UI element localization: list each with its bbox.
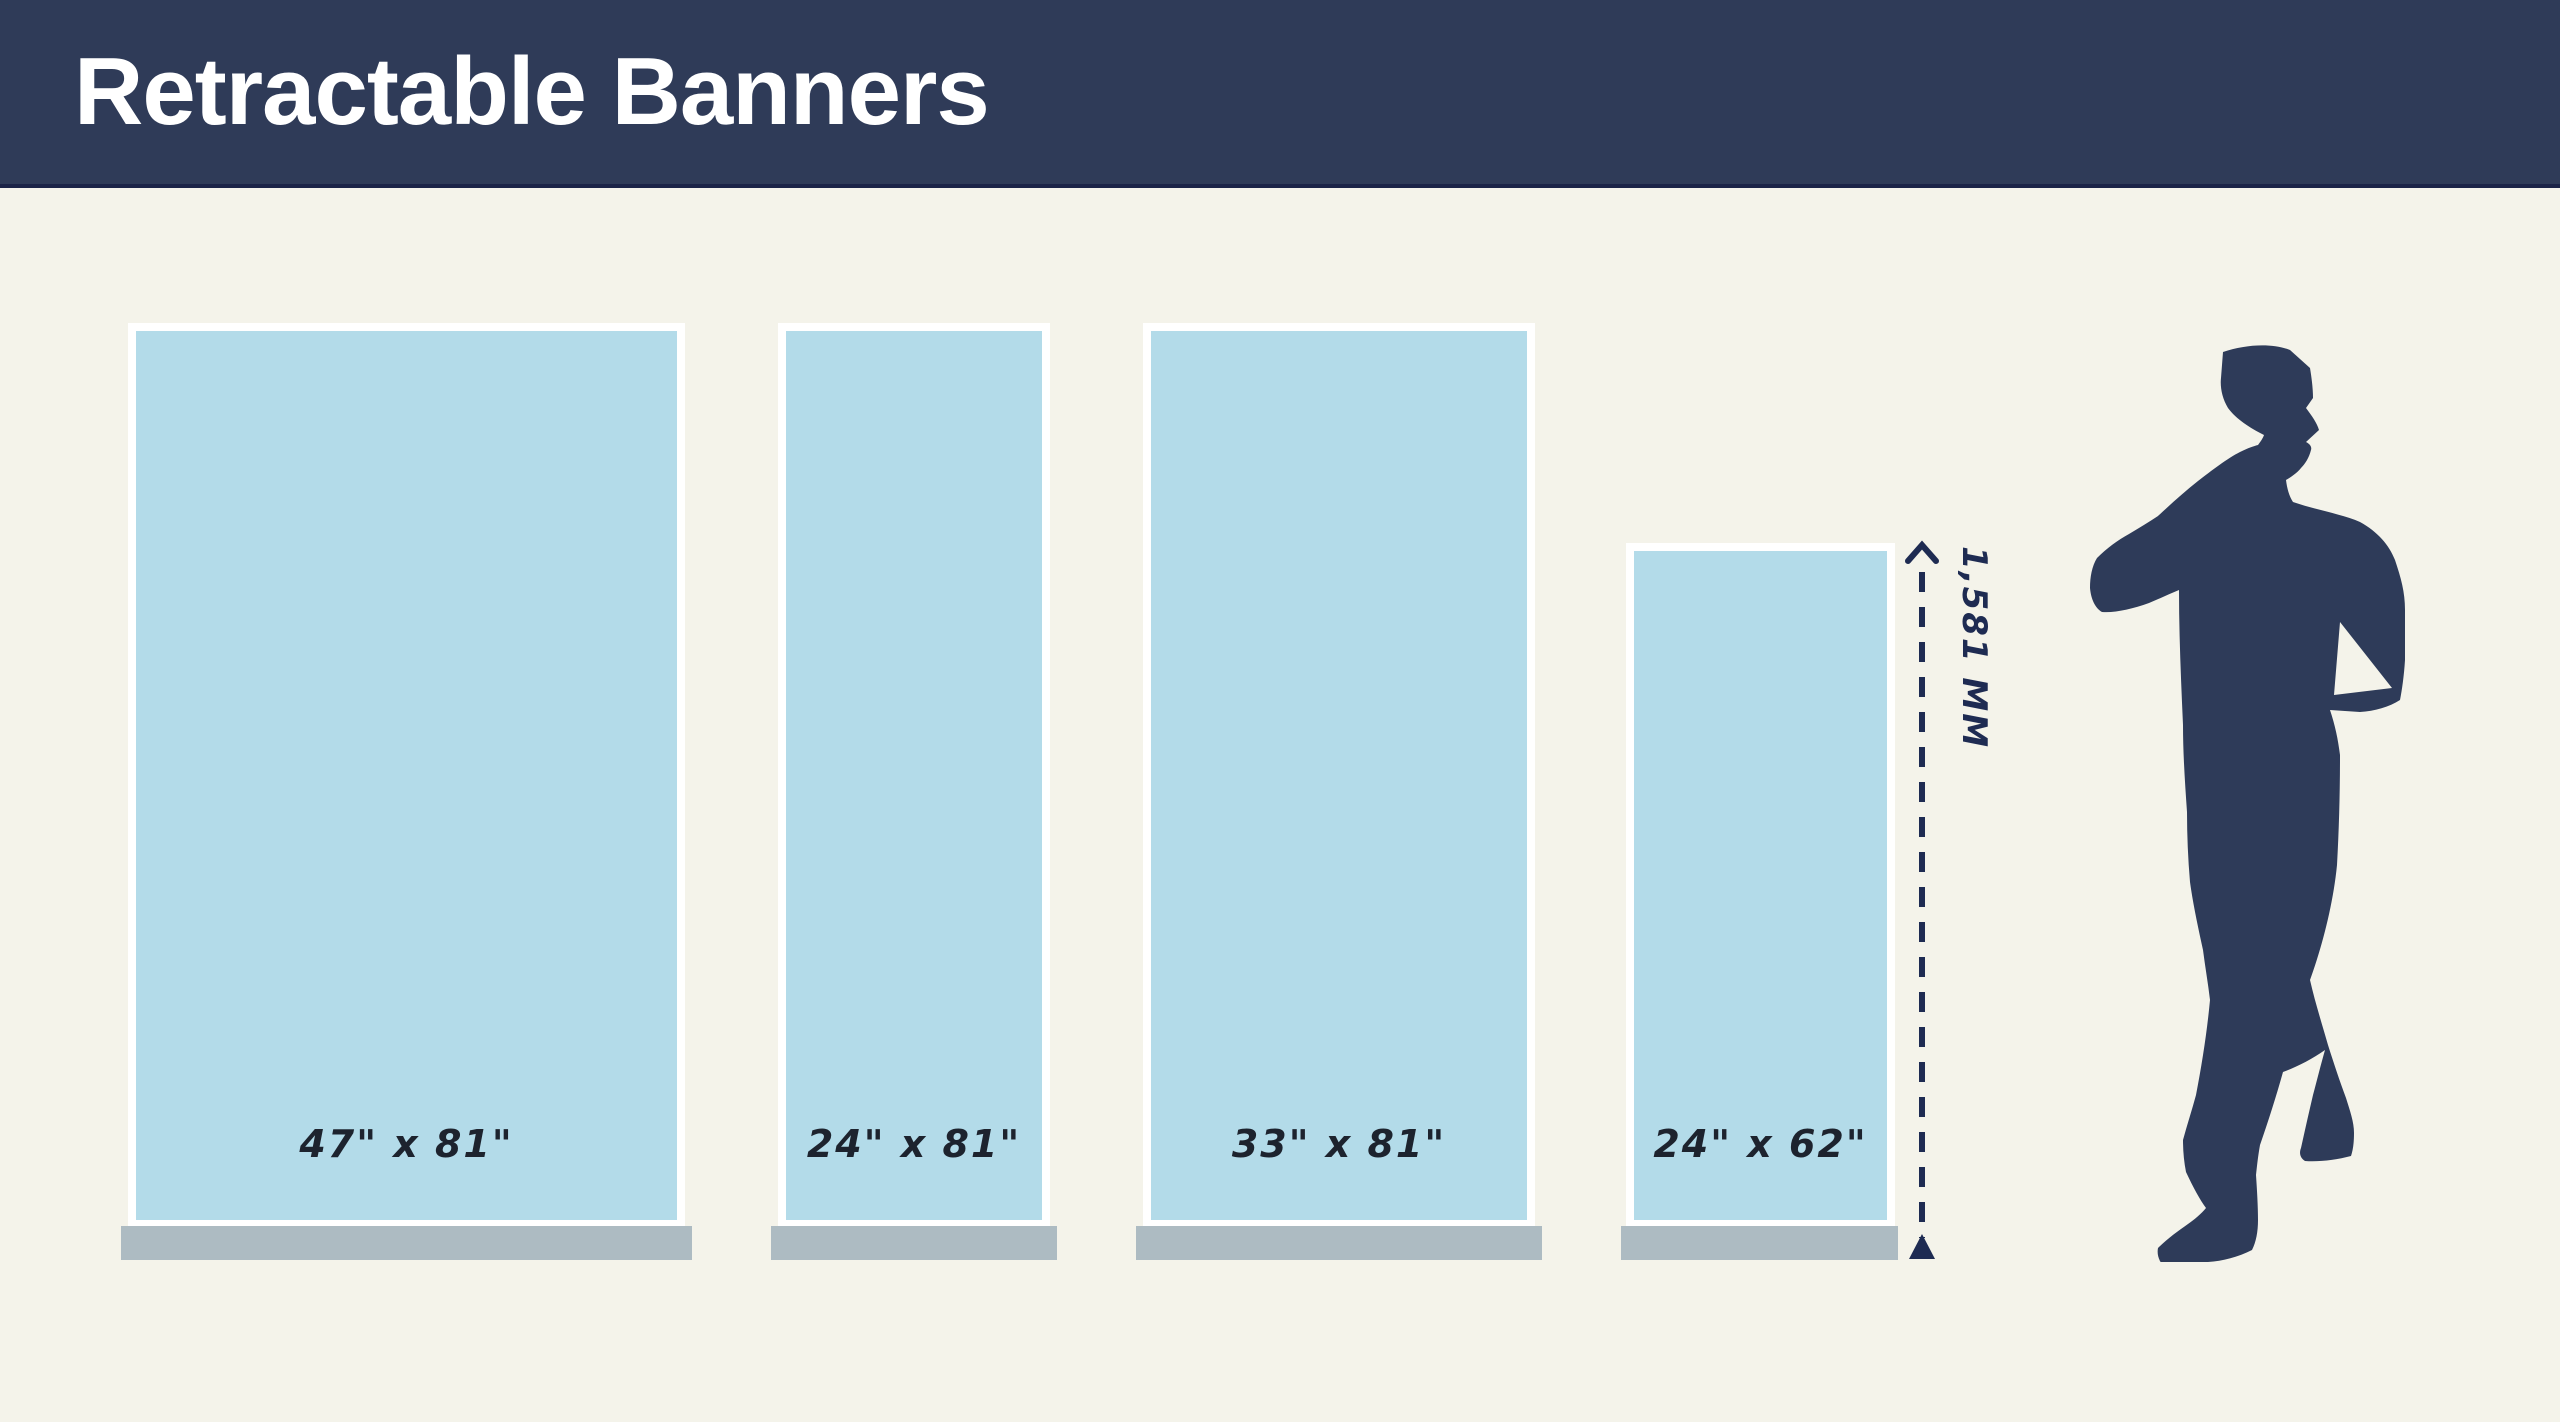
banner-media-24x62 [1634, 551, 1887, 1220]
banner-media-24x81 [786, 331, 1042, 1220]
measurement-dashed-line [1905, 540, 1939, 1259]
banner-base [1621, 1226, 1898, 1260]
header: Retractable Banners [0, 0, 2560, 188]
banner-media-47x81 [136, 331, 677, 1220]
banner-size-label: 24" x 62" [1653, 1122, 1868, 1166]
arrow-up-icon [1905, 540, 1939, 564]
measurement-label: 1,581 MM [1954, 546, 1994, 750]
banner-size-label: 47" x 81" [299, 1122, 514, 1166]
banner-base [1136, 1226, 1542, 1260]
banner-size-label: 33" x 81" [1231, 1122, 1447, 1166]
banner-panel-47x81 [128, 323, 685, 1228]
banner-base [771, 1226, 1057, 1260]
page-title: Retractable Banners [74, 38, 990, 145]
banner-panel-24x81 [778, 323, 1050, 1228]
banner-panel-33x81 [1143, 323, 1535, 1228]
triangle-marker-icon [1909, 1234, 1935, 1259]
banner-panel-24x62 [1626, 543, 1895, 1228]
banner-size-label: 24" x 81" [806, 1122, 1022, 1166]
banner-base [121, 1226, 692, 1260]
person-silhouette [2090, 345, 2405, 1262]
banner-media-33x81 [1151, 331, 1527, 1220]
